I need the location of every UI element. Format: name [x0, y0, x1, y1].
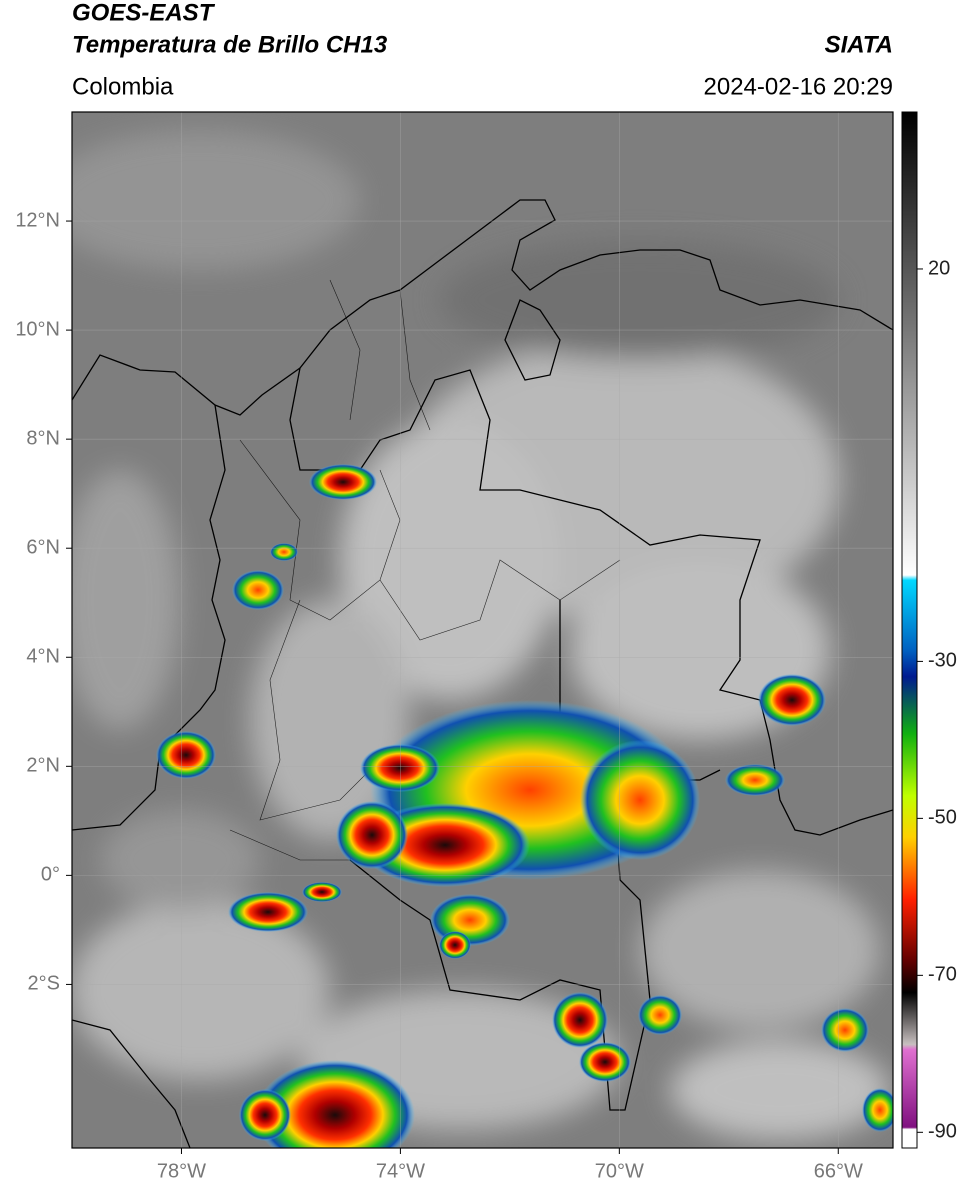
colorbar: [901, 111, 918, 1149]
y-tick-label: 2°S: [28, 973, 60, 995]
x-tick-label: 66°W: [814, 1160, 863, 1182]
convective-cells: [156, 464, 893, 1148]
region: Colombia: [72, 73, 174, 100]
colorbar-tick-label: -50: [928, 807, 957, 829]
colorbar-tick-label: -30: [928, 650, 957, 672]
y-tick-label: 0°: [41, 864, 60, 886]
graticule: [72, 112, 893, 1148]
y-tick-label: 8°N: [26, 427, 60, 449]
colorbar-tick-label: -90: [928, 1121, 957, 1143]
colorbar-tick-label: -70: [928, 964, 957, 986]
x-tick-label: 78°W: [157, 1160, 206, 1182]
y-tick-label: 6°N: [26, 536, 60, 558]
subtitle: Temperatura de Brillo CH13: [72, 31, 388, 58]
title: GOES-EAST: [72, 0, 216, 26]
x-tick-label: 70°W: [595, 1160, 644, 1182]
map-frame: [71, 111, 894, 1149]
datetime: 2024-02-16 20:29: [704, 73, 894, 100]
satellite-image: [72, 112, 893, 1148]
colorbar-tick-label: 20: [928, 257, 950, 279]
y-tick-label: 2°N: [26, 755, 60, 777]
x-tick-label: 74°W: [376, 1160, 425, 1182]
y-tick-label: 12°N: [15, 209, 60, 231]
source: SIATA: [825, 31, 893, 58]
y-tick-label: 10°N: [15, 318, 60, 340]
y-tick-label: 4°N: [26, 646, 60, 668]
